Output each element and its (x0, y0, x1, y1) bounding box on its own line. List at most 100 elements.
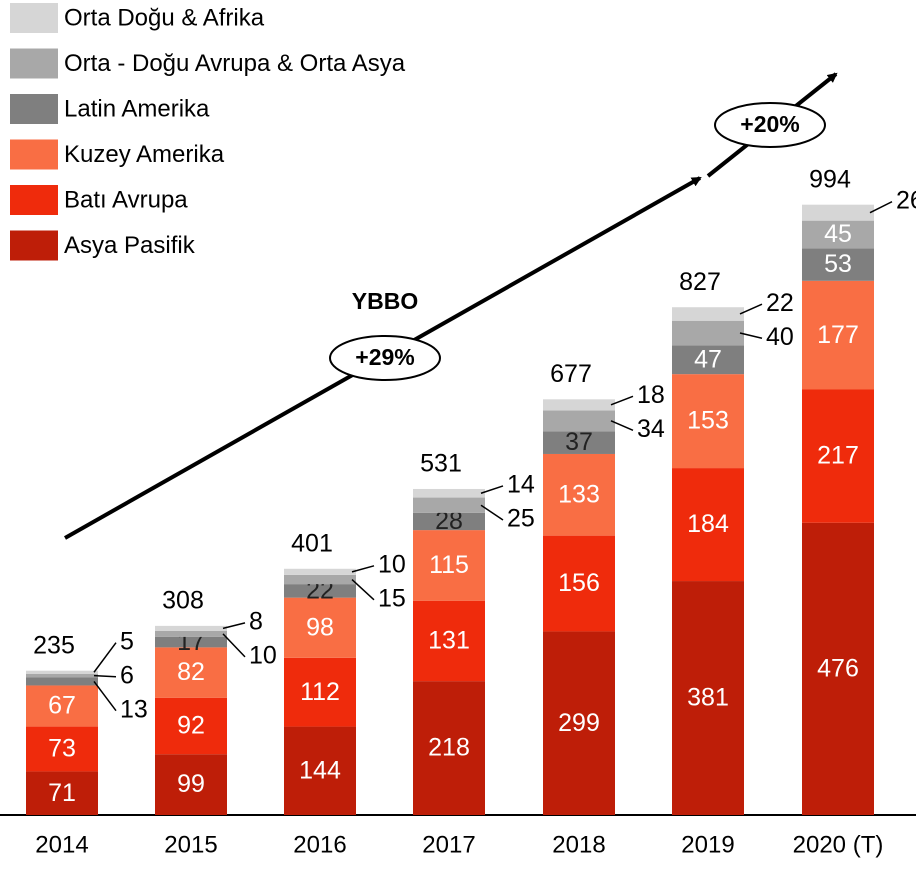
bar-segment (413, 488, 485, 498)
legend-label: Asya Pasifik (64, 232, 196, 259)
total-label: 677 (550, 360, 592, 388)
leader-line (739, 332, 763, 339)
leader-line (222, 622, 246, 630)
leader-line (480, 504, 504, 521)
bar-segment (413, 497, 485, 513)
value-label: 82 (177, 658, 205, 686)
bar-segment (155, 625, 227, 631)
bar-segment (284, 597, 356, 658)
value-label: 153 (687, 407, 729, 435)
x-tick-label: 2018 (552, 831, 605, 858)
value-label: 47 (694, 345, 722, 373)
leader-line (222, 633, 246, 658)
value-label: 131 (428, 627, 470, 655)
legend-swatch (10, 3, 58, 33)
bar-segment (26, 677, 98, 686)
cagr-value: +29% (355, 344, 414, 370)
bar-segment (802, 280, 874, 390)
total-label: 994 (809, 165, 851, 193)
bar-segment (802, 389, 874, 523)
cagr-label: YBBO (352, 288, 418, 314)
bar-segment (26, 771, 98, 815)
value-label: 10 (249, 641, 277, 669)
bar-segment (155, 754, 227, 815)
bar-segment (413, 600, 485, 682)
bar-segment (802, 220, 874, 249)
leader-line (351, 578, 375, 601)
bar-segment (672, 374, 744, 469)
value-label: 14 (507, 471, 535, 499)
bar-segment (543, 631, 615, 815)
value-label: 177 (817, 321, 859, 349)
value-label: 299 (558, 709, 600, 737)
total-label: 235 (33, 631, 75, 659)
value-label: 99 (177, 770, 205, 798)
bar-segment (543, 399, 615, 411)
value-label: 71 (48, 779, 76, 807)
bar-segment (543, 431, 615, 454)
x-tick-label: 2015 (164, 831, 217, 858)
legend-label: Orta Doğu & Afrika (64, 4, 265, 31)
value-label: 5 (120, 627, 134, 655)
value-label: 13 (120, 695, 148, 723)
bar-segment (672, 468, 744, 582)
value-label: 92 (177, 712, 205, 740)
bar-segment (672, 307, 744, 321)
bar-segment (672, 345, 744, 375)
bar-segment (155, 636, 227, 648)
legend-label: Kuzey Amerika (64, 141, 225, 168)
bar-segment (284, 657, 356, 727)
x-tick-label: 2014 (35, 831, 88, 858)
bar-segment (413, 512, 485, 531)
legend-label: Batı Avrupa (64, 186, 188, 213)
value-label: 25 (507, 505, 535, 533)
bar-segment (543, 410, 615, 432)
value-label: 53 (824, 250, 852, 278)
bar-segment (155, 647, 227, 698)
bar-segment (802, 204, 874, 221)
cagr-bubble (329, 335, 441, 381)
x-tick-label: 2020 (T) (793, 831, 884, 858)
value-label: 381 (687, 684, 729, 712)
value-label: 37 (565, 428, 593, 456)
value-label: 22 (766, 289, 794, 317)
legend-swatch (10, 139, 58, 170)
value-label: 15 (378, 584, 406, 612)
leader-line (610, 420, 634, 432)
total-label: 308 (162, 586, 204, 614)
bar-segment (413, 530, 485, 601)
value-label: 144 (299, 756, 341, 784)
x-tick-label: 2017 (422, 831, 475, 858)
bar-segment (284, 568, 356, 575)
legend-label: Orta - Doğu Avrupa & Orta Asya (64, 50, 406, 77)
value-label: 217 (817, 442, 859, 470)
leader-line (93, 674, 117, 678)
x-tick-label: 2016 (293, 831, 346, 858)
bar-segment (284, 574, 356, 585)
legend-swatch (10, 94, 58, 124)
value-label: 8 (249, 607, 263, 635)
leader-line (739, 303, 763, 315)
leader-line (351, 565, 375, 573)
value-label: 34 (637, 415, 665, 443)
leader-line (869, 201, 893, 214)
leader-line (93, 642, 117, 673)
legend-swatch (10, 185, 58, 215)
total-label: 531 (420, 450, 462, 478)
bar-segment (413, 681, 485, 815)
bar-segment (26, 726, 98, 772)
cagr-bubble (714, 102, 826, 148)
value-label: 10 (378, 550, 406, 578)
bar-segment (543, 453, 615, 536)
bar-segment (26, 670, 98, 674)
value-label: 73 (48, 735, 76, 763)
bar-segment (802, 522, 874, 815)
bar-segment (802, 248, 874, 281)
bar-segment (284, 584, 356, 598)
legend-swatch (10, 230, 58, 261)
x-tick-label: 2019 (681, 831, 734, 858)
value-label: 6 (120, 661, 134, 689)
bar-segment (155, 697, 227, 755)
leader-line (480, 485, 504, 494)
